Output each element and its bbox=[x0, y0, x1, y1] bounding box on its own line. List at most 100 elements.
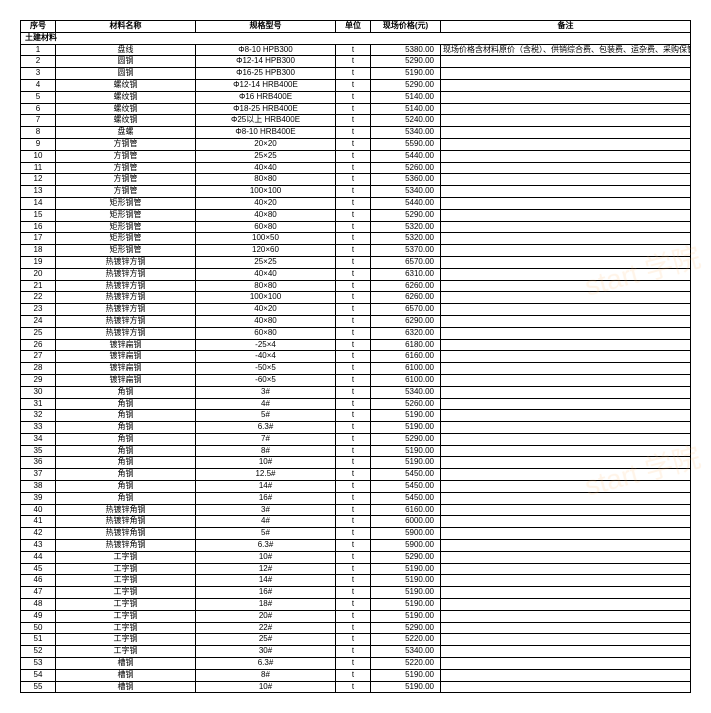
cell-price: 5340.00 bbox=[371, 127, 441, 139]
cell-name: 角钢 bbox=[56, 386, 196, 398]
cell-name: 矩形钢管 bbox=[56, 209, 196, 221]
cell-seq: 31 bbox=[21, 398, 56, 410]
cell-price: 5190.00 bbox=[371, 669, 441, 681]
cell-name: 矩形钢管 bbox=[56, 233, 196, 245]
table-row: 10方钢管25×25t5440.00 bbox=[21, 150, 691, 162]
cell-name: 圆钢 bbox=[56, 68, 196, 80]
cell-price: 5590.00 bbox=[371, 138, 441, 150]
cell-seq: 47 bbox=[21, 587, 56, 599]
cell-seq: 27 bbox=[21, 351, 56, 363]
cell-unit: t bbox=[336, 363, 371, 375]
cell-seq: 37 bbox=[21, 469, 56, 481]
cell-name: 热镀锌方钢 bbox=[56, 280, 196, 292]
table-row: 19热镀锌方钢25×25t6570.00 bbox=[21, 256, 691, 268]
table-row: 51工字钢25#t5220.00 bbox=[21, 634, 691, 646]
cell-price: 6290.00 bbox=[371, 315, 441, 327]
cell-name: 螺纹钢 bbox=[56, 115, 196, 127]
cell-seq: 38 bbox=[21, 481, 56, 493]
cell-unit: t bbox=[336, 457, 371, 469]
cell-unit: t bbox=[336, 115, 371, 127]
table-row: 2圆钢Φ12-14 HPB300t5290.00 bbox=[21, 56, 691, 68]
cell-spec: 4# bbox=[196, 516, 336, 528]
table-row: 50工字钢22#t5290.00 bbox=[21, 622, 691, 634]
cell-spec: 80×80 bbox=[196, 174, 336, 186]
table-row: 21热镀锌方钢80×80t6260.00 bbox=[21, 280, 691, 292]
cell-seq: 55 bbox=[21, 681, 56, 693]
cell-unit: t bbox=[336, 669, 371, 681]
cell-price: 5190.00 bbox=[371, 457, 441, 469]
table-row: 32角钢5#t5190.00 bbox=[21, 410, 691, 422]
cell-spec: 60×80 bbox=[196, 327, 336, 339]
cell-seq: 8 bbox=[21, 127, 56, 139]
cell-remark bbox=[441, 127, 691, 139]
cell-seq: 12 bbox=[21, 174, 56, 186]
cell-remark bbox=[441, 268, 691, 280]
table-row: 6螺纹钢Φ18-25 HRB400Et5140.00 bbox=[21, 103, 691, 115]
cell-name: 热镀锌方钢 bbox=[56, 292, 196, 304]
cell-seq: 22 bbox=[21, 292, 56, 304]
cell-name: 槽钢 bbox=[56, 658, 196, 670]
cell-price: 5320.00 bbox=[371, 233, 441, 245]
table-row: 14矩形钢管40×20t5440.00 bbox=[21, 197, 691, 209]
cell-price: 5220.00 bbox=[371, 658, 441, 670]
table-row: 7螺纹钢Φ25以上 HRB400Et5240.00 bbox=[21, 115, 691, 127]
cell-remark bbox=[441, 669, 691, 681]
cell-unit: t bbox=[336, 351, 371, 363]
cell-price: 5290.00 bbox=[371, 551, 441, 563]
cell-remark bbox=[441, 610, 691, 622]
table-row: 40热镀锌角钢3#t6160.00 bbox=[21, 504, 691, 516]
cell-unit: t bbox=[336, 575, 371, 587]
cell-spec: 6.3# bbox=[196, 540, 336, 552]
cell-unit: t bbox=[336, 563, 371, 575]
cell-price: 5440.00 bbox=[371, 197, 441, 209]
cell-spec: 8# bbox=[196, 669, 336, 681]
cell-remark bbox=[441, 280, 691, 292]
cell-spec: 6.3# bbox=[196, 422, 336, 434]
cell-spec: Φ16 HRB400E bbox=[196, 91, 336, 103]
cell-remark bbox=[441, 162, 691, 174]
cell-unit: t bbox=[336, 681, 371, 693]
table-row: 44工字钢10#t5290.00 bbox=[21, 551, 691, 563]
cell-price: 5450.00 bbox=[371, 469, 441, 481]
cell-remark bbox=[441, 256, 691, 268]
cell-seq: 36 bbox=[21, 457, 56, 469]
cell-unit: t bbox=[336, 209, 371, 221]
cell-name: 镀锌扁钢 bbox=[56, 363, 196, 375]
cell-seq: 46 bbox=[21, 575, 56, 587]
cell-remark bbox=[441, 646, 691, 658]
cell-remark bbox=[441, 516, 691, 528]
cell-remark bbox=[441, 245, 691, 257]
cell-spec: 16# bbox=[196, 587, 336, 599]
cell-unit: t bbox=[336, 315, 371, 327]
cell-price: 5190.00 bbox=[371, 610, 441, 622]
cell-seq: 20 bbox=[21, 268, 56, 280]
cell-remark bbox=[441, 233, 691, 245]
cell-unit: t bbox=[336, 599, 371, 611]
cell-remark bbox=[441, 150, 691, 162]
cell-unit: t bbox=[336, 292, 371, 304]
cell-spec: 100×100 bbox=[196, 186, 336, 198]
cell-unit: t bbox=[336, 374, 371, 386]
cell-spec: Φ16-25 HPB300 bbox=[196, 68, 336, 80]
cell-spec: -50×5 bbox=[196, 363, 336, 375]
cell-price: 6180.00 bbox=[371, 339, 441, 351]
cell-seq: 1 bbox=[21, 44, 56, 56]
cell-price: 5290.00 bbox=[371, 56, 441, 68]
cell-remark bbox=[441, 292, 691, 304]
cell-spec: -40×4 bbox=[196, 351, 336, 363]
cell-spec: -60×5 bbox=[196, 374, 336, 386]
cell-remark bbox=[441, 339, 691, 351]
cell-spec: 10# bbox=[196, 457, 336, 469]
cell-remark bbox=[441, 363, 691, 375]
cell-spec: 40×40 bbox=[196, 162, 336, 174]
cell-unit: t bbox=[336, 68, 371, 80]
cell-spec: 12# bbox=[196, 563, 336, 575]
cell-spec: 14# bbox=[196, 481, 336, 493]
table-row: 20热镀锌方钢40×40t6310.00 bbox=[21, 268, 691, 280]
cell-name: 热镀锌方钢 bbox=[56, 327, 196, 339]
cell-seq: 24 bbox=[21, 315, 56, 327]
cell-name: 角钢 bbox=[56, 469, 196, 481]
cell-unit: t bbox=[336, 469, 371, 481]
cell-price: 5370.00 bbox=[371, 245, 441, 257]
cell-seq: 45 bbox=[21, 563, 56, 575]
